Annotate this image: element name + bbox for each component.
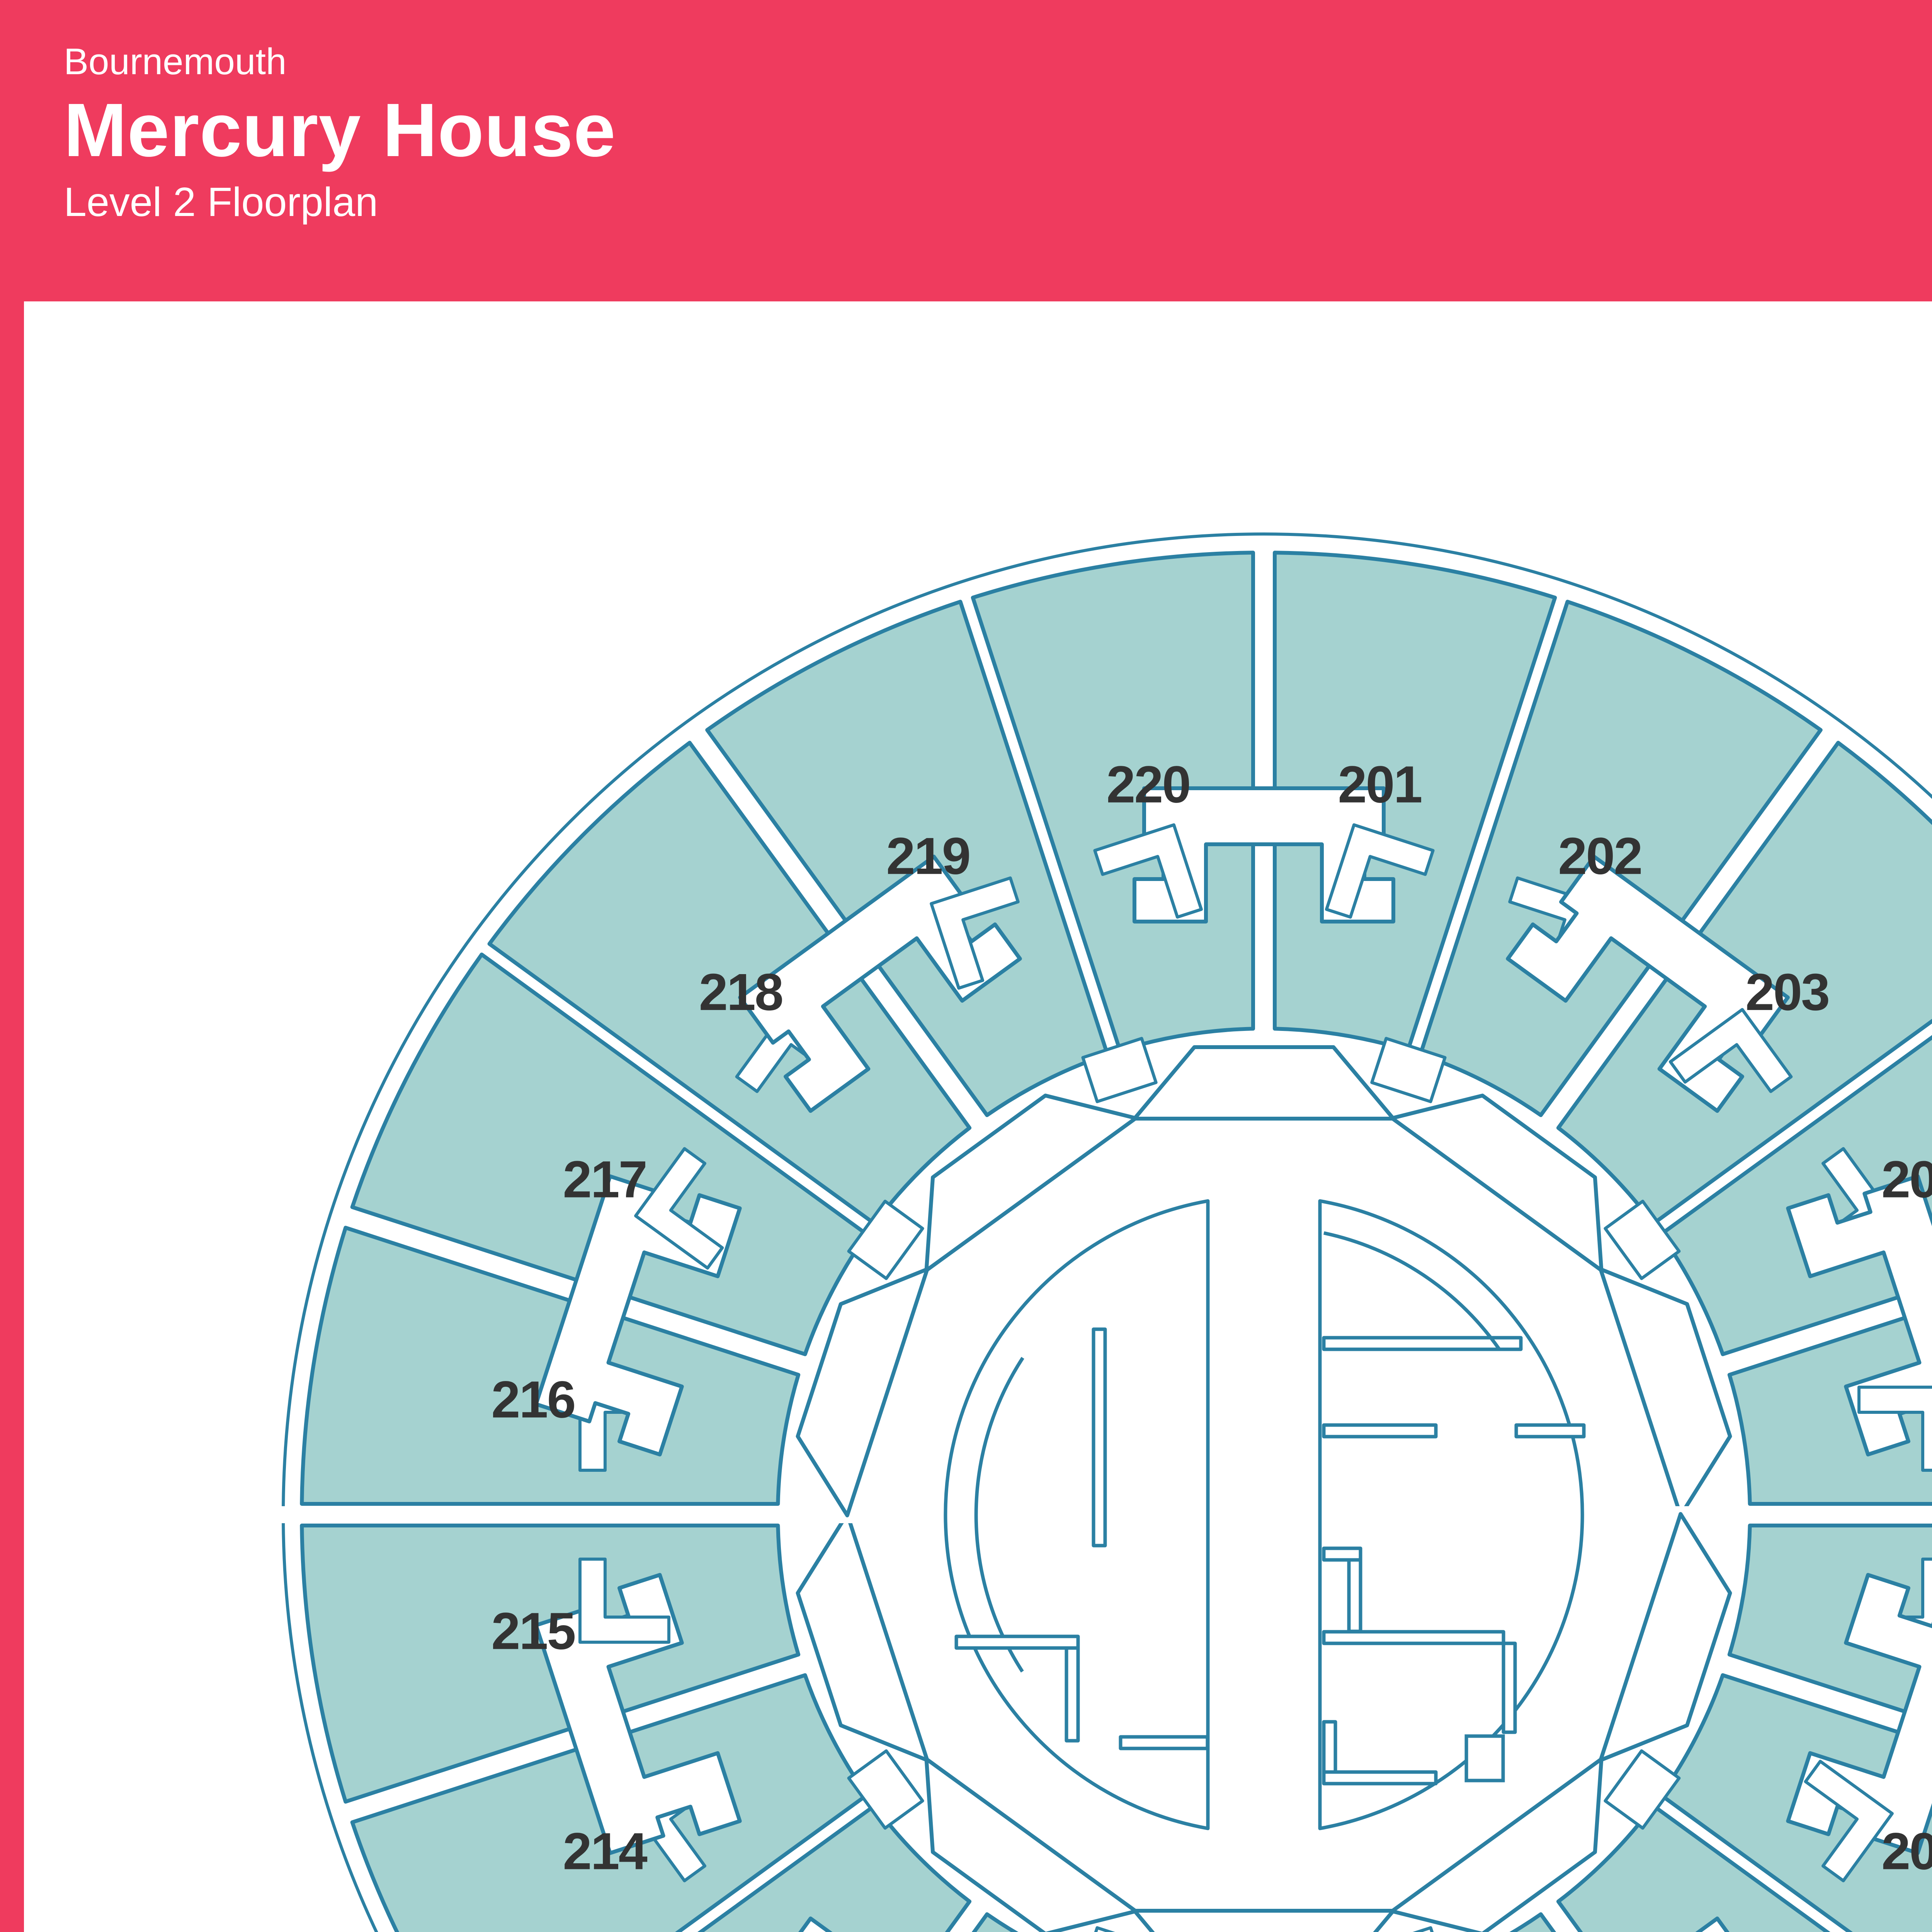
header: Bournemouth Mercury House Level 2 Floorp…: [0, 0, 1932, 301]
core-wall: [1322, 1770, 1438, 1786]
room-label-214: 214: [563, 1822, 648, 1880]
core-wall: [1322, 1336, 1523, 1351]
room-label-216: 216: [491, 1370, 575, 1429]
core-wall: [1092, 1327, 1107, 1548]
room-208[interactable]: [1556, 1804, 1932, 1932]
room-label-207: 207: [1881, 1822, 1932, 1880]
core-wall: [1322, 1630, 1505, 1645]
core-lift-shaft: [1464, 1734, 1505, 1782]
core-wall: [1514, 1423, 1586, 1439]
room-201[interactable]: [1273, 551, 1557, 1053]
header-subtitle: Level 2 Floorplan: [64, 179, 378, 225]
room-label-203: 203: [1745, 963, 1829, 1021]
room-202[interactable]: [1418, 600, 1823, 1117]
room-218[interactable]: [487, 741, 972, 1226]
core-wall: [1502, 1641, 1517, 1734]
room-label-204: 204: [1881, 1150, 1932, 1209]
room-label-219: 219: [886, 827, 969, 885]
core-left-half: [944, 1199, 1210, 1830]
room-217[interactable]: [350, 952, 869, 1356]
room-divider: [930, 823, 1203, 1104]
room-204[interactable]: [1659, 954, 1932, 1356]
core-wall: [1322, 1423, 1438, 1439]
core-wall: [1322, 1546, 1362, 1562]
room-205[interactable]: [1727, 1228, 1932, 1506]
room-label-215: 215: [491, 1602, 575, 1660]
room-213[interactable]: [490, 1804, 972, 1932]
room-label-201: 201: [1338, 755, 1421, 814]
room-209[interactable]: [1420, 1912, 1821, 1932]
room-label-218: 218: [699, 963, 782, 1021]
core-wall: [1065, 1646, 1080, 1743]
room-label-220: 220: [1106, 755, 1190, 814]
entry-vestibule: [1133, 1909, 1395, 1932]
room-divider: [1604, 1749, 1894, 1883]
room-label-217: 217: [563, 1150, 646, 1209]
page-title: Mercury House: [64, 88, 616, 173]
room-220[interactable]: [971, 551, 1255, 1053]
room-206[interactable]: [1727, 1524, 1932, 1802]
entry-vestibule: [1133, 786, 1395, 1121]
header-city: Bournemouth: [64, 41, 287, 82]
room-212[interactable]: [707, 1912, 1107, 1932]
core-wall: [1347, 1558, 1362, 1633]
core-wall-arc-right: [1323, 1231, 1501, 1351]
core-wall-arc-left: [974, 1357, 1024, 1673]
room-219[interactable]: [705, 600, 1110, 1117]
room-label-202: 202: [1558, 827, 1641, 885]
core-wall: [1119, 1735, 1209, 1750]
core-wall: [954, 1634, 1080, 1650]
